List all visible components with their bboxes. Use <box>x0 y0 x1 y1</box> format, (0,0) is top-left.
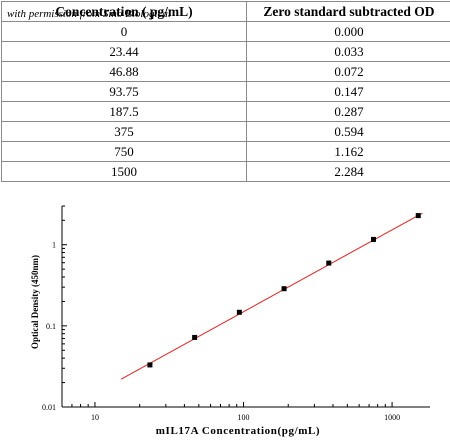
table-row: 750 1.162 <box>1 141 450 162</box>
table-row: 1500 2.284 <box>1 161 450 182</box>
standard-curve-table: Concentration ( pg/mL) Zero standard sub… <box>1 1 450 182</box>
fit-line <box>120 212 423 380</box>
od-cell: 0.033 <box>246 41 450 62</box>
od-cell: 2.284 <box>246 161 450 182</box>
data-point <box>236 309 242 315</box>
table-row: 46.88 0.072 <box>1 61 450 82</box>
od-cell: 0.000 <box>246 21 450 42</box>
x-tick-label: 10 <box>91 413 99 422</box>
table-row: 23.44 0.033 <box>1 41 450 62</box>
data-point <box>415 213 421 219</box>
y-axis-label: Optical Density (450nm) <box>30 255 40 349</box>
table-row: 93.75 0.147 <box>1 81 450 102</box>
concentration-cell: 46.88 <box>1 61 247 82</box>
od-cell: 1.162 <box>246 141 450 162</box>
fit-line-group <box>120 212 423 380</box>
od-cell: 0.072 <box>246 61 450 82</box>
od-cell: 0.287 <box>246 101 450 122</box>
concentration-cell: 0 <box>1 21 247 42</box>
x-tick-label: 100 <box>238 413 250 422</box>
data-points-group <box>147 213 421 368</box>
header-od: Zero standard subtracted OD <box>246 1 450 22</box>
table-row: 187.5 0.287 <box>1 101 450 122</box>
concentration-cell: 23.44 <box>1 41 247 62</box>
table-row: 375 0.594 <box>1 121 450 142</box>
data-point <box>192 334 198 340</box>
watermark-text: with permission from Sino Biological <box>7 8 171 20</box>
od-cell: 0.147 <box>246 81 450 102</box>
chart-axes: 10 100 1000 0.01 0.1 1 <box>42 205 430 422</box>
table-row: 0 0.000 <box>1 21 450 42</box>
standard-table-container: Concentration ( pg/mL) Zero standard sub… <box>1 1 450 182</box>
data-point <box>326 260 332 266</box>
x-tick-label: 1000 <box>384 413 400 422</box>
data-point <box>371 236 377 242</box>
concentration-cell: 375 <box>1 121 247 142</box>
data-point <box>147 362 153 368</box>
y-tick-label: 1 <box>52 241 56 250</box>
concentration-cell: 1500 <box>1 161 247 182</box>
y-tick-label: 0.1 <box>46 322 56 331</box>
od-cell: 0.594 <box>246 121 450 142</box>
concentration-cell: 187.5 <box>1 101 247 122</box>
standard-curve-chart: 10 100 1000 0.01 0.1 1 mIL17A Concentration(p… <box>30 205 430 437</box>
concentration-cell: 93.75 <box>1 81 247 102</box>
data-point <box>281 286 287 292</box>
y-tick-label: 0.01 <box>42 403 56 412</box>
concentration-cell: 750 <box>1 141 247 162</box>
x-axis-label: mIL17A Concentration(pg/mL) <box>156 425 320 437</box>
